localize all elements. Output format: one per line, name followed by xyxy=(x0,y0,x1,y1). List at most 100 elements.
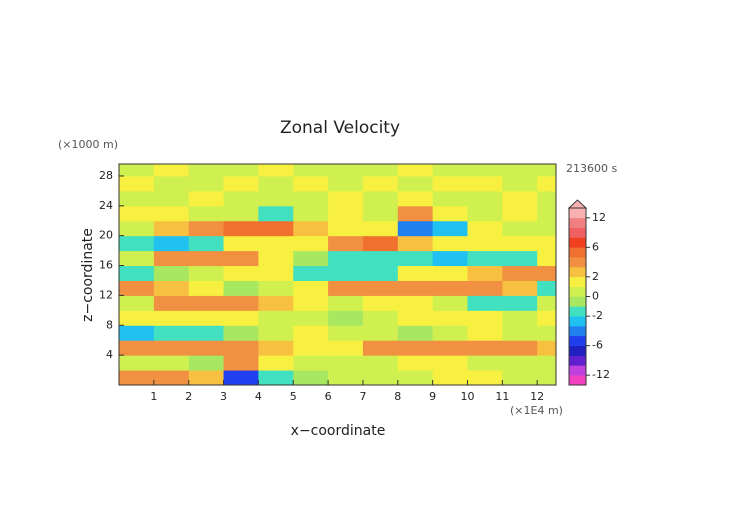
colorbar-band xyxy=(569,286,586,297)
field-cell xyxy=(362,265,399,281)
field-cell xyxy=(223,205,259,222)
colorbar-tick-label: -12 xyxy=(592,368,610,381)
field-cell xyxy=(502,355,538,371)
field-cell xyxy=(397,235,434,252)
field-cell xyxy=(153,295,190,311)
field-cell xyxy=(328,325,364,341)
field-cell xyxy=(258,325,294,341)
field-cell xyxy=(119,205,155,222)
field-cell xyxy=(153,205,190,222)
field-cell xyxy=(362,310,399,326)
field-cell xyxy=(328,250,364,267)
colorbar-band xyxy=(569,237,586,248)
field-cell xyxy=(223,164,259,177)
field-cell xyxy=(293,235,329,252)
field-cell xyxy=(153,250,190,267)
field-cell xyxy=(153,220,190,237)
y-tick-label: 24 xyxy=(99,199,113,212)
field-cell xyxy=(502,220,538,237)
field-cell xyxy=(153,235,190,252)
field-cell xyxy=(188,250,225,267)
field-cell xyxy=(432,220,468,237)
colorbar-band xyxy=(569,316,586,327)
field-cell xyxy=(328,340,364,356)
field-cell xyxy=(223,370,259,386)
field-cell xyxy=(119,295,155,311)
colorbar-band xyxy=(569,355,586,366)
field-cell xyxy=(397,205,434,222)
colorbar-tick-label: -2 xyxy=(592,309,603,322)
field-cell xyxy=(328,164,364,177)
field-cell xyxy=(153,310,190,326)
field-cell xyxy=(432,190,468,207)
field-cell xyxy=(397,265,434,281)
field-cell xyxy=(502,250,538,267)
x-tick-label: 7 xyxy=(359,390,366,403)
field-cell xyxy=(397,164,434,177)
x-tick-label: 3 xyxy=(220,390,227,403)
field-cell xyxy=(119,190,155,207)
field-cell xyxy=(362,325,399,341)
field-cell xyxy=(223,355,259,371)
field-cell xyxy=(188,325,225,341)
field-cell xyxy=(397,310,434,326)
field-cell xyxy=(467,235,503,252)
field-cell xyxy=(188,220,225,237)
field-cell xyxy=(293,175,329,192)
field-cell xyxy=(362,355,399,371)
field-cell xyxy=(223,295,259,311)
x-tick-label: 11 xyxy=(495,390,509,403)
field-cell xyxy=(119,325,155,341)
y-tick-label: 8 xyxy=(106,318,113,331)
field-cell xyxy=(328,370,364,386)
colorbar-band xyxy=(569,267,586,278)
field-cell xyxy=(258,355,294,371)
colorbar-tick-label: 0 xyxy=(592,290,599,303)
field-cell xyxy=(537,355,557,371)
field-cell xyxy=(119,235,155,252)
field-cell xyxy=(537,235,557,252)
field-cell xyxy=(153,175,190,192)
colorbar-band xyxy=(569,335,586,346)
field-cell xyxy=(502,325,538,341)
x-tick-label: 4 xyxy=(255,390,262,403)
colorbar-band xyxy=(569,365,586,376)
field-cell xyxy=(223,280,259,296)
field-cell xyxy=(467,355,503,371)
field-cell xyxy=(328,280,364,296)
colorbar-band xyxy=(569,306,586,317)
field-cell xyxy=(328,265,364,281)
field-cell xyxy=(328,355,364,371)
field-cell xyxy=(397,370,434,386)
field-cell xyxy=(293,325,329,341)
field-cell xyxy=(293,280,329,296)
colorbar-band xyxy=(569,296,586,307)
field-cell xyxy=(153,164,190,177)
field-cell xyxy=(502,310,538,326)
field-cell xyxy=(432,175,468,192)
field-cell xyxy=(293,205,329,222)
field-cell xyxy=(432,295,468,311)
field-cell xyxy=(293,295,329,311)
field-cell xyxy=(328,235,364,252)
field-cell xyxy=(362,175,399,192)
field-cell xyxy=(188,235,225,252)
field-cell xyxy=(467,325,503,341)
field-cell xyxy=(223,310,259,326)
x-tick-label: 10 xyxy=(460,390,474,403)
colorbar-band xyxy=(569,247,586,258)
field-cell xyxy=(223,265,259,281)
field-cell xyxy=(467,164,503,177)
field-cell xyxy=(362,235,399,252)
field-cell xyxy=(467,250,503,267)
field-cell xyxy=(537,190,557,207)
field-cell xyxy=(328,310,364,326)
field-cell xyxy=(188,310,225,326)
field-cell xyxy=(537,340,557,356)
field-cell xyxy=(258,190,294,207)
field-cell xyxy=(467,340,503,356)
field-cell xyxy=(119,220,155,237)
field-cell xyxy=(293,310,329,326)
field-cell xyxy=(258,295,294,311)
